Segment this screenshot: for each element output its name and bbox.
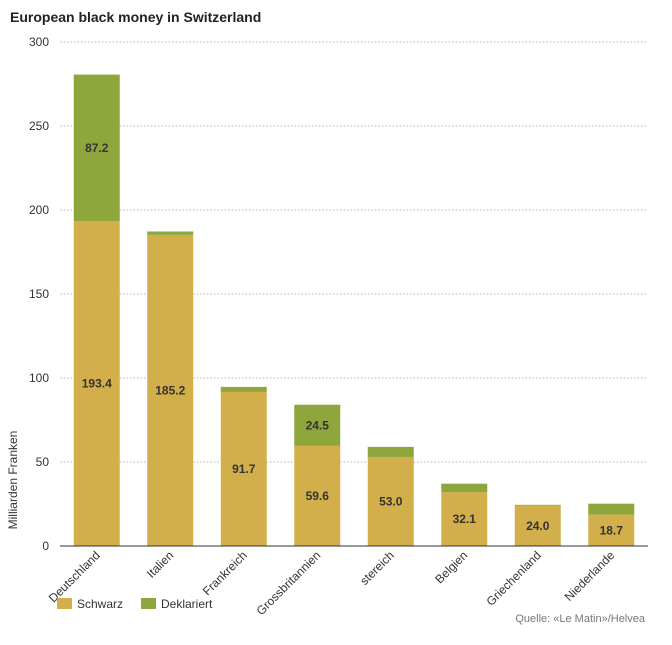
data-label: 18.7: [600, 523, 624, 537]
x-tick-label: Grossbritannien: [254, 548, 324, 618]
x-tick-label: stereich: [357, 548, 397, 588]
bar-deklariert-frankreich: [220, 386, 267, 392]
bar-schwarz-stereich: [367, 456, 414, 546]
bar-deklariert-deutschland: [73, 74, 120, 222]
data-labels: 193.4 87.2 185.2 91.7 59.6 24.5 53.0 32.1 24.0 18…: [82, 141, 624, 537]
data-label: 32.1: [453, 512, 477, 526]
source-label: Quelle: «Le Matin»/Helvea: [515, 613, 646, 625]
data-label: 24.0: [526, 519, 550, 533]
bar-schwarz-belgien: [441, 492, 488, 546]
data-label: 185.2: [155, 383, 185, 397]
bar-deklariert-griechenland: [514, 504, 561, 506]
y-axis-title: Milliarden Franken: [6, 431, 20, 530]
x-tick-label: Belgien: [432, 548, 470, 586]
chart-title: European black money in Switzerland: [10, 9, 262, 25]
legend-label-schwarz: Schwarz: [77, 597, 123, 611]
legend-swatch-schwarz: [57, 598, 72, 609]
x-tick-label: Frankreich: [200, 548, 250, 598]
x-tick-label: Griechenland: [483, 548, 543, 608]
legend-swatch-deklariert: [141, 598, 156, 609]
bar-schwarz-grossbritannien: [294, 445, 341, 546]
y-tick-labels: 0 50 100 150 200 250 300: [29, 35, 49, 553]
data-label: 193.4: [82, 377, 112, 391]
bar-schwarz-deutschland: [73, 221, 120, 546]
x-tick-label: Niederlande: [562, 548, 618, 604]
bar-deklariert-italien: [147, 231, 194, 235]
bar-schwarz-italien: [147, 234, 194, 546]
bar-deklariert-belgien: [441, 483, 488, 493]
legend: Schwarz Deklariert: [57, 597, 213, 611]
data-label: 24.5: [306, 418, 330, 432]
y-tick-label: 250: [29, 119, 49, 133]
x-tick-label: Italien: [144, 548, 177, 581]
bars: [73, 74, 635, 546]
y-tick-label: 0: [42, 539, 49, 553]
legend-label-deklariert: Deklariert: [161, 597, 213, 611]
bar-deklariert-stereich: [367, 446, 414, 457]
data-label: 53.0: [379, 494, 403, 508]
data-label: 87.2: [85, 141, 109, 155]
data-label: 91.7: [232, 462, 256, 476]
y-tick-label: 50: [36, 455, 50, 469]
bar-deklariert-niederlande: [588, 503, 635, 515]
data-label: 59.6: [306, 489, 330, 503]
x-tick-labels: Deutschland Italien Frankreich Grossbritann…: [46, 548, 618, 618]
y-tick-label: 100: [29, 371, 49, 385]
bar-deklariert-grossbritannien: [294, 404, 341, 446]
bar-schwarz-frankreich: [220, 391, 267, 546]
y-tick-label: 300: [29, 35, 49, 49]
gridlines: [60, 41, 648, 463]
y-tick-label: 200: [29, 203, 49, 217]
y-tick-label: 150: [29, 287, 49, 301]
bar-schwarz-niederlande: [588, 514, 635, 546]
bar-schwarz-griechenland: [514, 505, 561, 546]
